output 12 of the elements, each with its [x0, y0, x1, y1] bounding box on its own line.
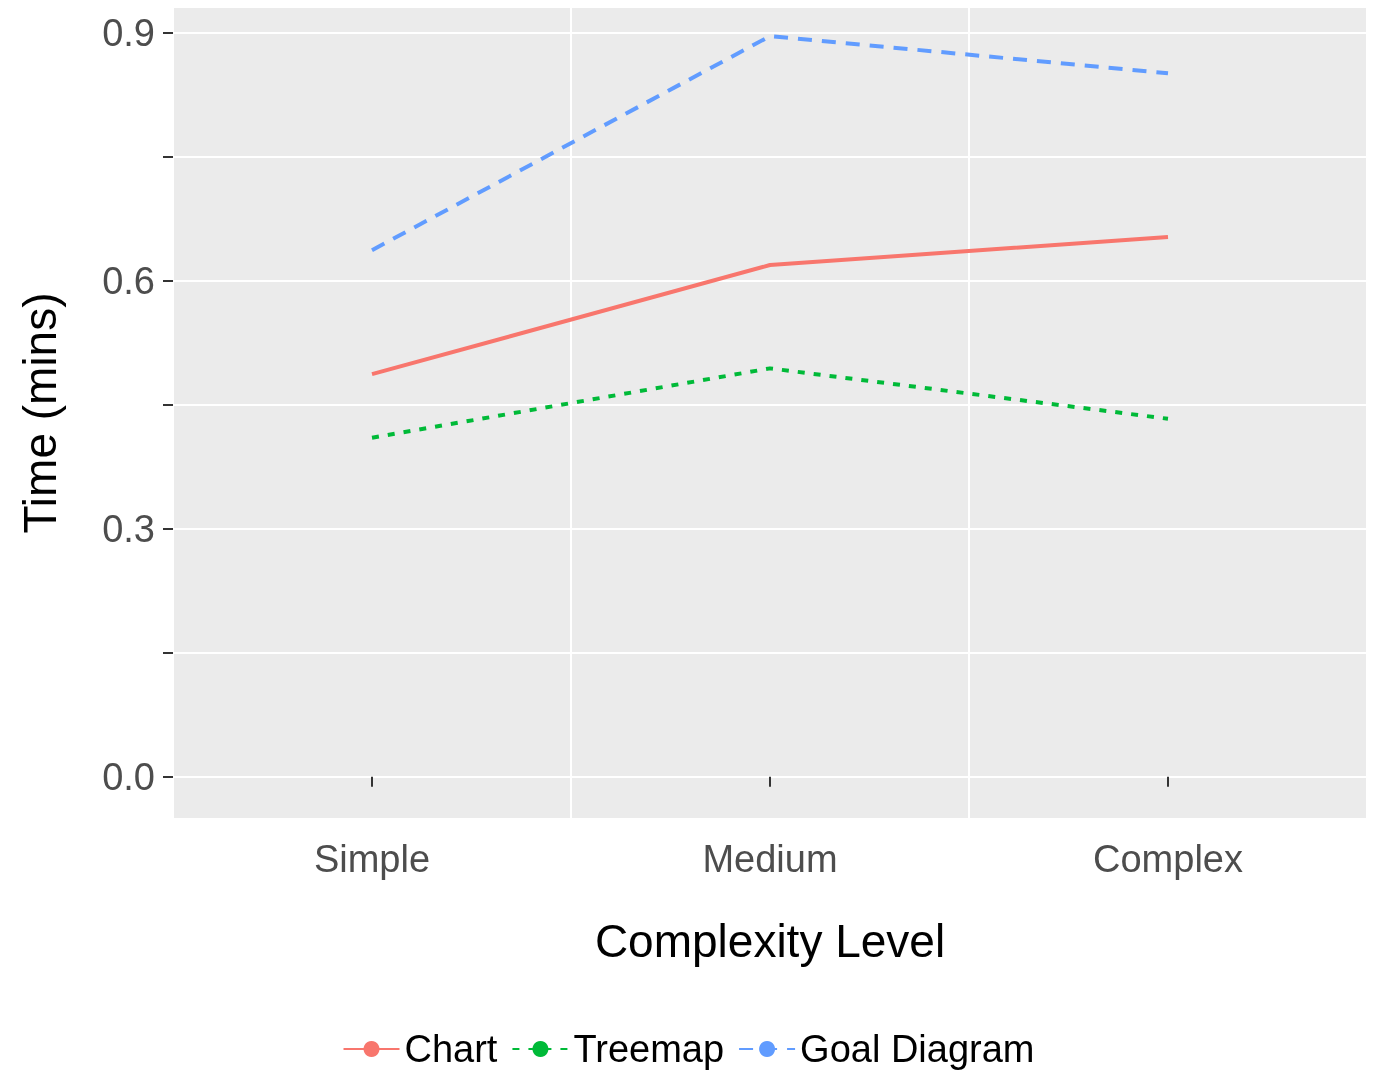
x-tick-label: Simple: [313, 838, 431, 880]
y-tick-label: 0.6: [102, 259, 155, 302]
y-tick-label: 0.0: [102, 755, 155, 798]
y-tick-label: 0.9: [102, 11, 155, 54]
y-axis-title: Time (mins): [14, 292, 66, 534]
y-tick-label: 0.3: [102, 507, 155, 550]
legend-label: Chart: [404, 1028, 498, 1070]
x-tick-label: Complex: [1093, 838, 1243, 880]
legend-label: Goal Diagram: [800, 1028, 1035, 1070]
x-axis-title: Complexity Level: [594, 915, 946, 967]
legend-label: Treemap: [573, 1028, 725, 1070]
x-tick-label: Medium: [702, 838, 838, 880]
